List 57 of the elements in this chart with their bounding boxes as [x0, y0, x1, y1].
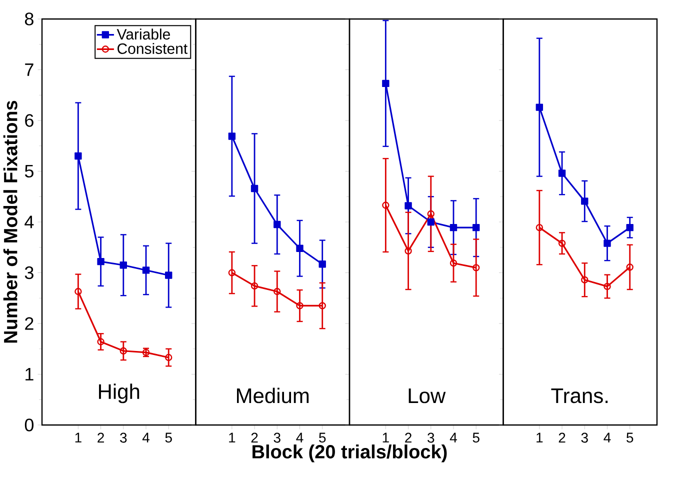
point: [581, 198, 588, 205]
x-tick-label: 4: [142, 432, 150, 442]
point: [74, 152, 82, 160]
point: [382, 80, 390, 88]
point: [472, 224, 480, 232]
y-tick-label: 0: [24, 418, 34, 432]
y-tick-label: 5: [24, 164, 34, 178]
y-tick-label: 4: [24, 216, 34, 228]
y-axis-title: Number of Model Fixations: [3, 100, 18, 343]
y-tick-label: 8: [24, 12, 34, 26]
x-tick-label: 1: [536, 432, 543, 442]
annotation: High: [99, 384, 140, 404]
y-tick-label: 7: [25, 64, 34, 76]
point: [228, 132, 236, 140]
x-tick-label: 2: [405, 432, 412, 443]
x-tick-label: 5: [165, 432, 172, 443]
annotation: Trans.: [551, 388, 608, 404]
point: [536, 104, 544, 111]
x-tick-label: 3: [120, 432, 127, 443]
point: [626, 224, 634, 232]
x-tick-label: 5: [319, 432, 326, 443]
point: [427, 218, 434, 226]
annotation: Medium: [237, 388, 309, 404]
x-tick-label: 1: [229, 432, 236, 442]
point: [318, 260, 326, 268]
legend-label: Consistent: [118, 42, 188, 54]
x-tick-label: 2: [98, 432, 104, 443]
point: [296, 244, 304, 252]
y-tick-label: 1: [26, 368, 34, 380]
x-tick-label: 5: [626, 432, 634, 443]
x-tick-label: 3: [581, 432, 588, 443]
x-tick-label: 3: [274, 432, 280, 443]
legend-label: Variable: [116, 28, 170, 40]
point: [558, 170, 566, 177]
x-tick-label: 4: [296, 432, 304, 442]
point: [165, 272, 172, 279]
y-tick-label: 2: [25, 317, 34, 330]
x-tick-label: 4: [604, 432, 611, 442]
point: [120, 262, 127, 269]
x-tick-label: 2: [558, 432, 566, 443]
y-tick-label: 3: [24, 266, 34, 280]
x-axis-title: Block (20 trials/block): [252, 444, 447, 462]
point: [142, 266, 150, 274]
point: [450, 224, 458, 232]
y-tick-label: 6: [25, 114, 34, 127]
x-tick-label: 1: [382, 432, 389, 442]
x-tick-label: 4: [450, 432, 457, 442]
x-tick-label: 1: [75, 432, 82, 442]
annotation: Low: [408, 388, 446, 404]
point: [404, 202, 412, 210]
point: [250, 184, 258, 192]
point: [97, 258, 104, 266]
point: [604, 240, 611, 247]
x-tick-label: 2: [251, 432, 258, 443]
x-tick-label: 5: [472, 432, 480, 443]
x-tick-label: 3: [428, 432, 434, 443]
point: [274, 220, 281, 228]
